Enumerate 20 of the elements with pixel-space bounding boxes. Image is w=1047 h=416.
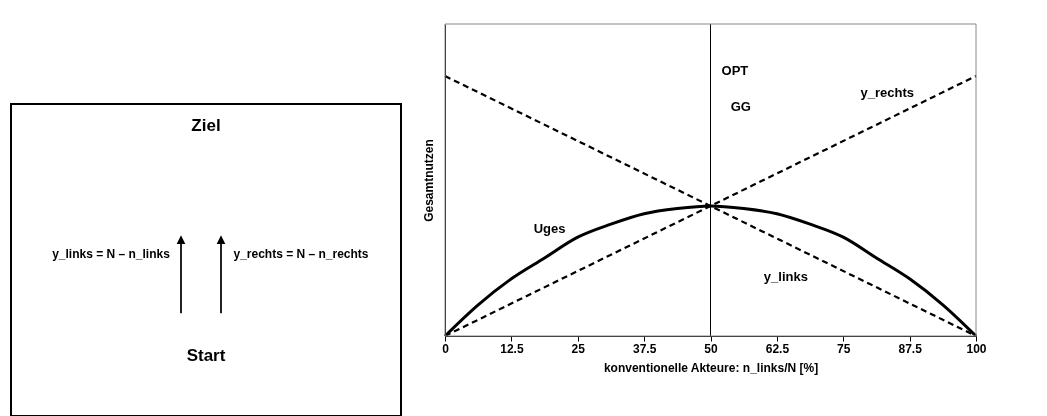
x-tick-label: 37.5: [632, 341, 657, 356]
x-tick-label: 12.5: [500, 341, 524, 356]
x-tick-label: 25: [571, 341, 586, 356]
x-tick-label: 50: [704, 341, 718, 356]
annotation: OPT: [721, 62, 749, 78]
text: Ziel: [191, 116, 221, 135]
x-tick-label: 62.5: [765, 341, 790, 356]
series-label: y_rechts: [860, 85, 915, 101]
x-axis-title: konventionelle Akteure: n_links/N [%]: [603, 360, 819, 375]
x-tick-label: 0: [442, 341, 450, 356]
y-axis-title: Gesamtnutzen: [421, 139, 436, 222]
series-label: Uges: [533, 220, 566, 236]
x-tick-label: 100: [966, 341, 987, 356]
x-tick-label: 75: [837, 341, 851, 356]
x-tick-label: 87.5: [898, 341, 923, 356]
text: y_links = N – n_links: [52, 247, 171, 261]
annotation: GG: [730, 99, 751, 115]
text: y_rechts = N – n_rechts: [233, 247, 369, 261]
series-label: y_links: [763, 268, 808, 284]
text: Start: [186, 346, 226, 365]
